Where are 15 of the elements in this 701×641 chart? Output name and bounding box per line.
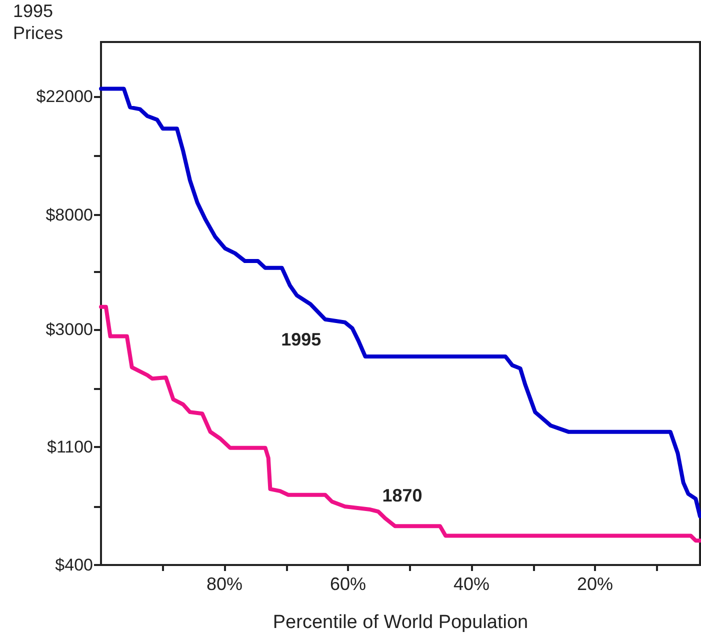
- x-tick-label: 60%: [330, 574, 366, 594]
- series-label: 1870: [382, 486, 422, 506]
- line-series: [99, 86, 701, 518]
- y-axis-title: 1995 Prices: [13, 1, 64, 43]
- y-tick-label: $1100: [46, 437, 93, 456]
- line-series: [99, 304, 701, 543]
- y-tick-label: $22000: [36, 87, 93, 106]
- x-axis-title: Percentile of World Population: [272, 612, 528, 633]
- x-tick-label: 80%: [206, 574, 243, 594]
- y-tick-label: $400: [55, 556, 93, 574]
- y-tick-label: $8000: [46, 205, 93, 224]
- y-tick-label: $3000: [46, 320, 93, 339]
- series-label: 1995: [281, 329, 322, 350]
- x-tick-label: 40%: [454, 574, 490, 594]
- x-tick-label: 20%: [577, 574, 614, 594]
